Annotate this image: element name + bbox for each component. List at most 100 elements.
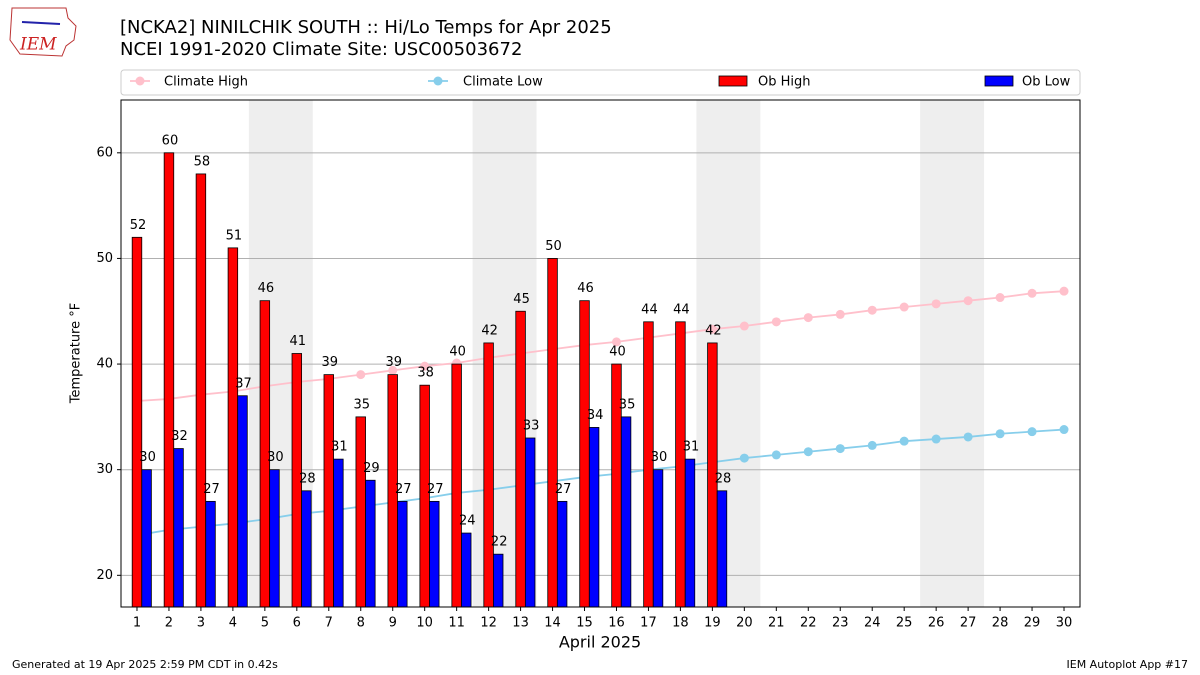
x-tick-label: 25 — [896, 616, 913, 631]
x-tick-label: 5 — [261, 616, 269, 631]
x-tick-label: 22 — [800, 616, 817, 631]
bar — [652, 469, 664, 608]
plot-frame — [120, 99, 1081, 608]
x-tick-label: 21 — [768, 616, 785, 631]
x-tick-label: 14 — [544, 616, 561, 631]
bar — [461, 532, 472, 608]
data-label: 38 — [417, 366, 434, 381]
data-label: 27 — [555, 482, 572, 497]
line-marker — [739, 453, 749, 463]
chart-title: [NCKA2] NINILCHIK SOUTH :: Hi/Lo Temps f… — [120, 17, 612, 38]
x-tick-label: 1 — [133, 616, 141, 631]
data-label: 30 — [267, 450, 284, 465]
data-label: 34 — [587, 408, 604, 423]
logo-outline — [9, 7, 77, 57]
data-label: 28 — [299, 471, 316, 486]
data-label: 31 — [683, 440, 700, 455]
x-tick-label: 30 — [1056, 616, 1073, 631]
bar — [620, 416, 632, 608]
line-marker — [771, 317, 781, 327]
y-axis-label: Temperature °F — [69, 303, 84, 404]
logo-text: IEM — [19, 35, 57, 55]
x-tick-label: 11 — [448, 616, 465, 631]
x-tick-label: 4 — [229, 616, 237, 631]
bar — [333, 458, 344, 608]
y-tick-label: 40 — [96, 357, 113, 372]
data-label: 58 — [194, 154, 211, 169]
line-marker — [963, 296, 973, 306]
x-tick-label: 16 — [608, 616, 625, 631]
line-marker — [1027, 427, 1037, 437]
data-label: 40 — [449, 345, 466, 360]
weekend-shade — [696, 100, 761, 607]
x-tick-label: 15 — [576, 616, 593, 631]
bar — [556, 500, 568, 608]
x-tick-label: 23 — [832, 616, 849, 631]
line-marker — [931, 299, 941, 309]
line-marker — [867, 440, 877, 450]
x-tick-label: 10 — [416, 616, 433, 631]
line-marker — [1059, 286, 1069, 296]
bar — [493, 553, 504, 608]
data-label: 50 — [545, 239, 562, 254]
data-label: 27 — [427, 482, 444, 497]
line-marker — [931, 434, 941, 444]
bar — [195, 173, 207, 608]
bar — [451, 363, 462, 608]
data-label: 30 — [651, 450, 668, 465]
bar — [227, 247, 239, 608]
bar — [365, 479, 376, 608]
chart-subtitle: NCEI 1991-2020 Climate Site: USC00503672 — [120, 39, 522, 60]
legend-marker — [135, 76, 145, 86]
bar — [355, 416, 366, 608]
x-tick-label: 19 — [704, 616, 721, 631]
line-marker — [963, 432, 973, 442]
x-tick-label: 20 — [736, 616, 753, 631]
data-label: 27 — [395, 482, 412, 497]
x-tick-label: 26 — [928, 616, 945, 631]
line-marker — [611, 337, 621, 347]
data-label: 44 — [641, 302, 658, 317]
x-tick-label: 3 — [197, 616, 205, 631]
data-label: 33 — [523, 419, 540, 434]
data-label: 28 — [715, 471, 732, 486]
bar — [173, 448, 184, 608]
x-tick-label: 6 — [293, 616, 301, 631]
line-marker — [707, 324, 717, 334]
data-label: 41 — [290, 334, 307, 349]
x-tick-label: 2 — [165, 616, 173, 631]
legend-label: Climate Low — [463, 75, 543, 90]
data-label: 35 — [353, 397, 370, 412]
data-label: 45 — [513, 292, 530, 307]
data-label: 39 — [385, 355, 402, 370]
y-tick-label: 30 — [96, 462, 113, 477]
line-marker — [771, 450, 781, 460]
line-marker — [995, 293, 1005, 303]
bar — [131, 236, 143, 608]
data-label: 35 — [619, 397, 636, 412]
bar — [684, 458, 696, 608]
data-label: 31 — [331, 440, 348, 455]
x-tick-label: 27 — [960, 616, 977, 631]
line-marker — [1027, 288, 1037, 298]
line-marker — [867, 305, 877, 315]
line-marker — [1059, 425, 1069, 435]
bar — [579, 300, 590, 608]
line — [136, 290, 1065, 402]
bar — [205, 500, 216, 608]
x-axis-label: April 2025 — [559, 633, 641, 652]
legend-marker — [433, 76, 443, 86]
x-tick-label: 12 — [480, 616, 497, 631]
data-label: 24 — [459, 514, 476, 529]
data-label: 37 — [235, 376, 252, 391]
bar — [237, 395, 248, 608]
legend-label: Climate High — [164, 75, 248, 90]
x-tick-label: 8 — [357, 616, 365, 631]
data-label: 40 — [609, 345, 626, 360]
bar — [397, 500, 408, 608]
data-label: 44 — [673, 302, 690, 317]
data-label: 30 — [139, 450, 156, 465]
line-marker — [899, 302, 909, 312]
data-label: 46 — [577, 281, 594, 296]
